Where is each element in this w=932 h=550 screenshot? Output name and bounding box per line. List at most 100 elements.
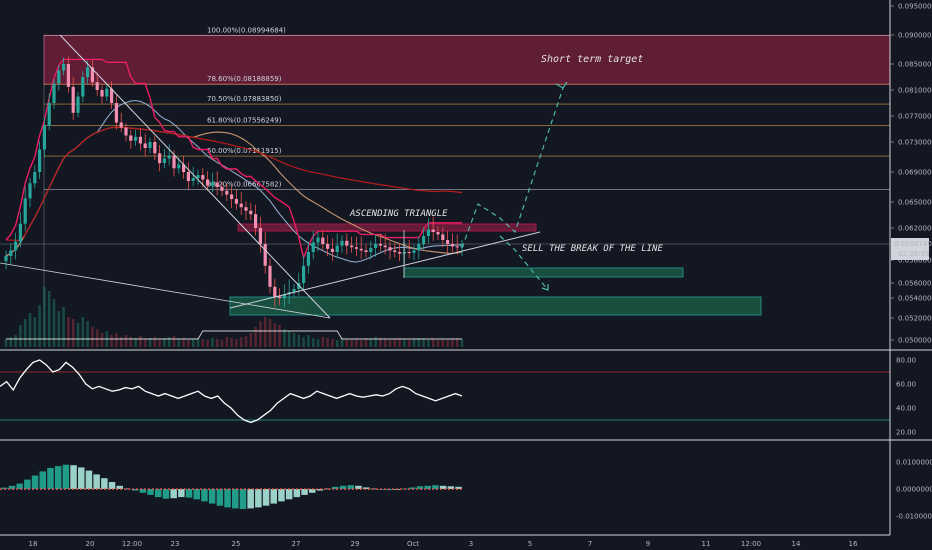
macd-histogram-bar [47,467,54,489]
candle-body [455,246,459,248]
ascending-support-line [229,231,541,309]
macd-signal-dot [36,488,38,490]
candle-body [57,70,61,84]
volume-bar [316,339,320,347]
macd-signal-dot [64,488,66,490]
macd-histogram-bar [24,479,31,490]
macd-histogram-bar [131,489,139,491]
candle-body [172,155,176,169]
volume-bar [364,338,368,347]
macd-signal-dot [196,488,198,490]
candle-body [417,244,421,251]
volume-bar [451,339,454,347]
macd-signal-dot [328,488,330,490]
volume-bar [86,321,89,347]
macd-signal-dot [236,488,238,490]
date-tick-label: 12:00 [122,540,142,548]
date-tick-label: 7 [588,540,592,548]
candle-body [28,183,32,199]
current-price-box [891,238,929,260]
macd-histogram-bar [85,470,93,489]
macd-signal-dot [188,488,190,490]
candle-body [220,187,224,191]
volume-bar [129,337,133,347]
price-tick-label: 0.08100000 [898,87,932,95]
macd-histogram-bar [162,489,170,499]
countdown-label: 02:38:39 [898,250,929,258]
macd-signal-dot [44,488,46,490]
macd-histogram-bar [293,489,301,498]
candle-body [412,250,416,253]
candle-body [446,240,450,244]
volume-bar [43,287,46,347]
candle-body [426,229,430,236]
candle-body [167,155,171,159]
candle-body [52,83,56,103]
price-tick-label: 0.06500000 [898,199,932,207]
macd-signal-dot [344,488,346,490]
volume-bar [9,337,13,347]
volume-bar [273,323,277,347]
volume-bar [139,336,142,347]
candle-body [206,179,210,186]
candle-body [81,77,85,97]
macd-signal-dot [380,488,382,490]
bearish-projection-path [499,235,549,291]
candle-body [230,194,234,199]
fib-level-label: 61.80%(0.07556249) [207,116,282,124]
candle-body [311,242,315,252]
candle-body [114,103,118,123]
volume-bar [220,340,224,347]
macd-signal-dot [332,488,334,490]
volume-bar [187,340,190,347]
candle-body [450,244,454,247]
resistance-zone [237,223,537,232]
volume-bar [446,340,449,347]
volume-bar [38,305,41,347]
volume-bar [278,325,281,347]
macd-histogram-bar [409,487,416,489]
macd-histogram-bar [232,489,239,509]
volume-bar [235,339,238,347]
macd-histogram-bar [78,467,85,489]
volume-bar [172,336,176,347]
macd-signal-dot [72,488,74,490]
macd-signal-dot [232,488,234,490]
macd-signal-dot [12,488,14,490]
macd-histogram-bar [16,483,23,489]
macd-signal-dot [404,488,406,490]
volume-bar [57,311,61,347]
candle-body [431,229,435,232]
volume-bars [4,287,464,347]
macd-histogram-bar [247,489,254,509]
macd-signal-dot [224,488,226,490]
macd-signal-dot [444,488,446,490]
sell-break-label: SELL THE BREAK OF THE LINE [522,244,663,254]
bullish-arrow-head [555,81,568,89]
zones [43,34,891,316]
volume-bar [254,327,257,347]
candle-body [105,88,109,97]
macd-histogram-bar [101,478,108,489]
macd-signal-dot [424,488,426,490]
volume-bar [81,317,85,347]
volume-bar [307,335,310,347]
moving-averages [5,58,463,263]
candle-body [407,252,411,253]
macd-signal-dot [120,488,122,490]
volume-bar [455,338,459,347]
volume-ma-line [6,330,462,340]
macd-histogram-bar [362,487,370,489]
price-tick-label: 0.05000000 [898,337,932,345]
macd-signal-dot [56,488,58,490]
macd-histogram-bar [1,487,8,489]
macd-signal-dot [268,488,270,490]
candle-body [14,241,18,251]
volume-bar [335,340,339,347]
candle-body [4,256,8,262]
